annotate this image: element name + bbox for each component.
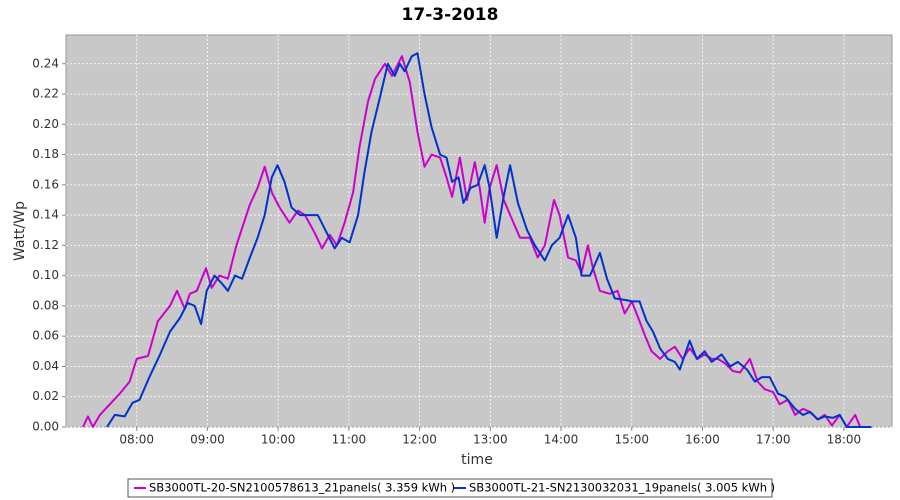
y-tick-label: 0.08 — [32, 298, 59, 312]
x-tick-label: 18:00 — [827, 433, 862, 447]
y-tick-label: 0.18 — [32, 147, 59, 161]
y-tick-label: 0.16 — [32, 177, 59, 191]
y-axis-label: Watt/Wp — [12, 201, 28, 261]
chart-title: 17-3-2018 — [402, 5, 499, 25]
y-tick-label: 0.10 — [32, 268, 59, 282]
y-tick-label: 0.22 — [32, 87, 59, 101]
line-series — [82, 55, 862, 428]
x-tick-label: 13:00 — [473, 433, 508, 447]
x-tick-label: 09:00 — [190, 433, 225, 447]
x-tick-label: 11:00 — [332, 433, 367, 447]
y-tick-label: 0.06 — [32, 329, 59, 343]
y-tick-label: 0.00 — [32, 420, 59, 434]
y-tick-label: 0.20 — [32, 117, 59, 131]
y-tick-label: 0.12 — [32, 238, 59, 252]
legend — [127, 478, 773, 498]
x-axis-label: time — [461, 452, 493, 468]
x-tick-label: 12:00 — [402, 433, 437, 447]
x-tick-label: 17:00 — [756, 433, 791, 447]
y-tick-label: 0.04 — [32, 359, 59, 373]
x-tick-label: 14:00 — [544, 433, 579, 447]
x-tick-label: 16:00 — [685, 433, 720, 447]
x-tick-label: 10:00 — [261, 433, 296, 447]
legend-label: SB3000TL-21-SN2130032031_19panels( 3.005… — [469, 481, 775, 495]
y-tick-label: 0.24 — [32, 56, 59, 70]
x-tick-label: 15:00 — [614, 433, 649, 447]
y-tick-label: 0.14 — [32, 208, 59, 222]
y-tick-label: 0.02 — [32, 389, 59, 403]
x-tick-label: 08:00 — [119, 433, 154, 447]
legend-label: SB3000TL-20-SN2100578613_21panels( 3.359… — [149, 481, 455, 495]
line-series — [106, 52, 872, 428]
plot-area — [65, 34, 893, 428]
